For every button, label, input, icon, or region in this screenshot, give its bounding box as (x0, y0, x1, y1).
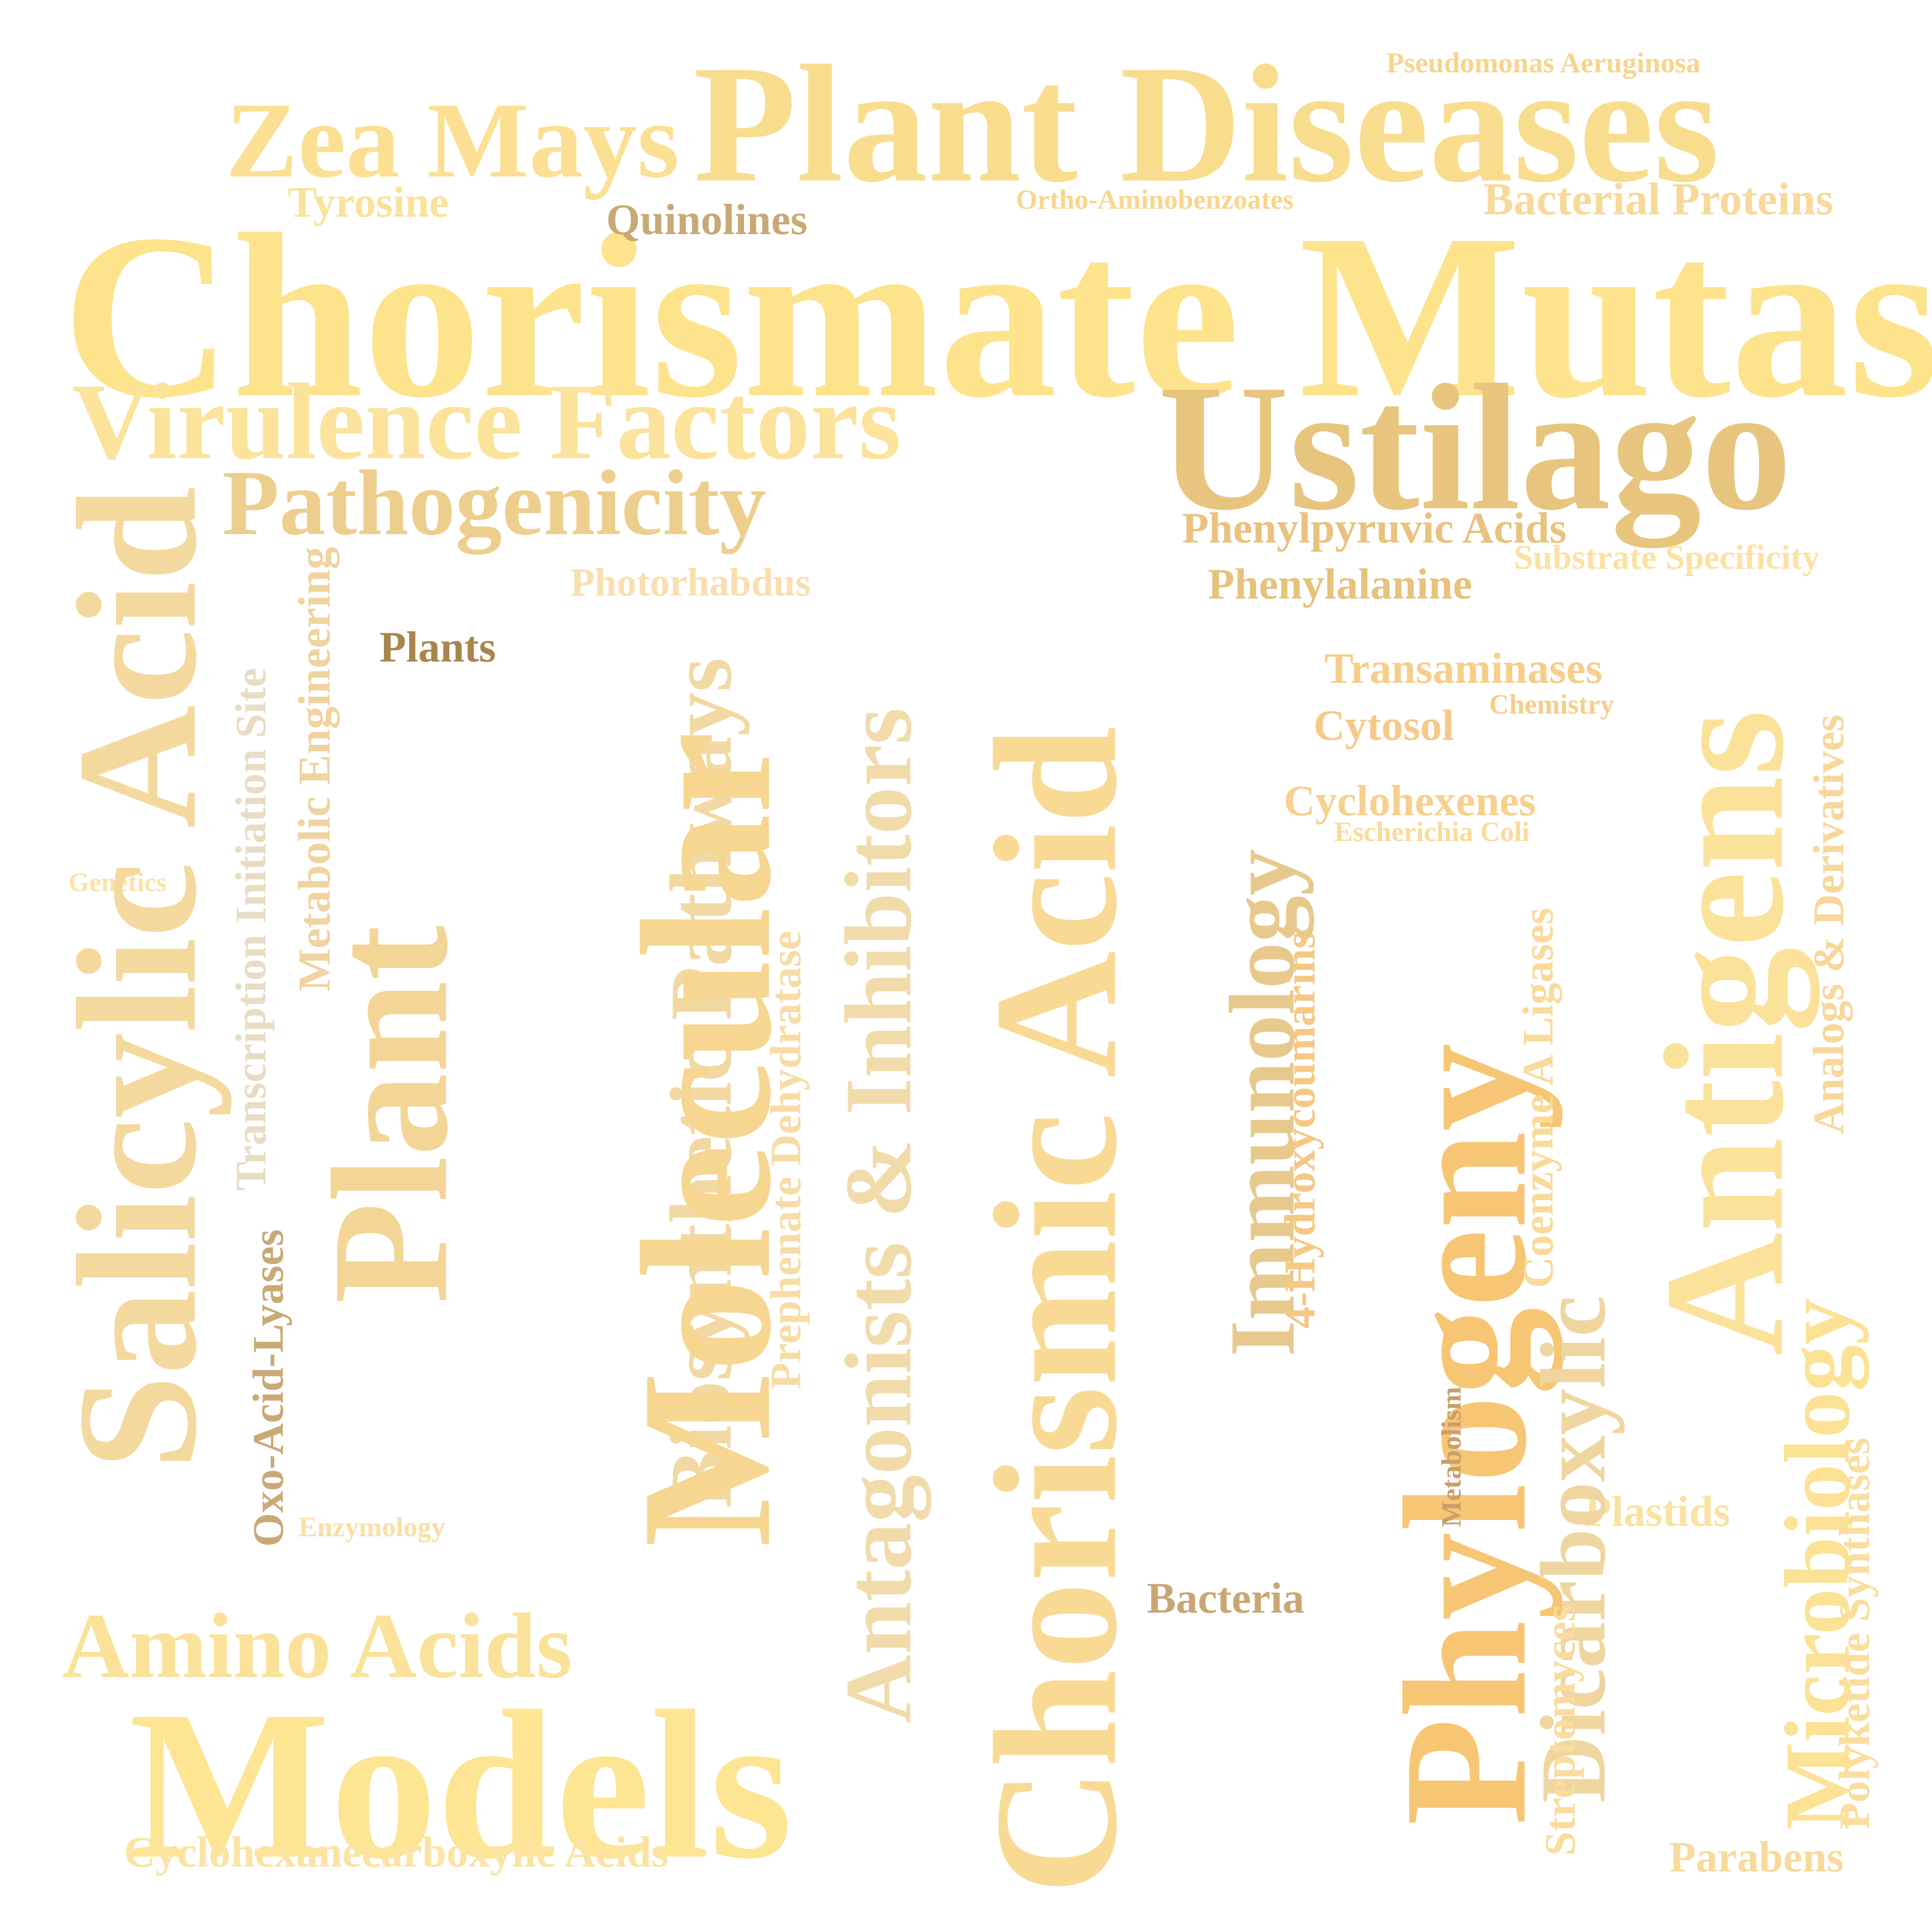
word-phenylpyruvic-acids: Phenylpyruvic Acids (1182, 504, 1566, 552)
word-antigens: Antigens (1629, 709, 1819, 1356)
word-transaminases: Transaminases (1324, 645, 1603, 693)
word-bacterial-proteins: Bacterial Proteins (1483, 174, 1833, 224)
word-ustilago: Ustilago (1158, 347, 1792, 547)
word-phenylalanine: Phenylalanine (1208, 560, 1472, 608)
word-metabolism: Metabolism (1436, 1387, 1467, 1527)
word-ortho-aminobenzoates: Ortho-Aminobenzoates (1016, 184, 1294, 215)
word-plants: Plants (379, 623, 496, 671)
word-prephenate-dehydratase: Prephenate Dehydratase (762, 930, 810, 1389)
word-cyclohexanecarboxylic-acids: Cyclohexanecarboxylic Acids (124, 1828, 669, 1876)
word-models: Models (129, 1667, 793, 1903)
word-antagonists-inhibitors: Antagonists & Inhibitors (825, 707, 932, 1724)
word-quinolines: Quinolines (606, 196, 808, 244)
word-coenzyme-a-ligases: Coenzyme A Ligases (1514, 907, 1562, 1288)
word-cytosol: Cytosol (1313, 702, 1454, 750)
word-chemistry: Chemistry (1489, 689, 1614, 720)
word-analogs-derivatives: Analogs & Derivatives (1805, 715, 1853, 1134)
word-hydroxycoumarins: 4-Hydroxycoumarins (1276, 931, 1325, 1329)
word-cyclohexenes: Cyclohexenes (1284, 777, 1536, 825)
word-streptomyces: Streptomyces (1536, 1604, 1585, 1856)
word-plant-diseases: Plant Diseases (693, 30, 1720, 217)
word-genetics: Genetics (68, 867, 167, 897)
word-photorhabdus: Photorhabdus (570, 561, 811, 604)
word-virulence-factors: Virulence Factors (72, 361, 901, 482)
word-bacteria: Bacteria (1147, 1574, 1305, 1623)
word-substrate-specificity: Substrate Specificity (1514, 539, 1820, 577)
word-pathogenicity: Pathogenicity (222, 451, 766, 554)
word-plastids: Plastids (1585, 1488, 1731, 1536)
word-enzymology: Enzymology (299, 1512, 445, 1543)
word-pseudomonas-aeruginosa: Pseudomonas Aeruginosa (1386, 47, 1701, 79)
word-plant: Plant (298, 925, 483, 1304)
word-polyketide-synthases: Polyketide Synthases (1830, 1438, 1879, 1829)
word-chorismic-acid: Chorismic Acid (958, 726, 1153, 1895)
word-tyrosine: Tyrosine (288, 179, 449, 227)
word-oxo-acid-lyases: Oxo-Acid-Lyases (245, 1229, 293, 1547)
word-chorismate-mutase: Chorismate Mutase (62, 185, 1932, 446)
word-metabolic-engineering: Metabolic Engineering (289, 546, 340, 992)
word-salicylic-acid: Salicylic Acid (42, 486, 232, 1470)
word-escherichia-coli: Escherichia Coli (1334, 817, 1530, 847)
word-zea-mays: Zea Mays (226, 81, 680, 200)
word-transcription-initiation-site: Transcription Initiation Site (227, 667, 276, 1191)
word-amino-acids: Amino Acids (62, 1594, 572, 1697)
word-parabens: Parabens (1669, 1833, 1844, 1881)
